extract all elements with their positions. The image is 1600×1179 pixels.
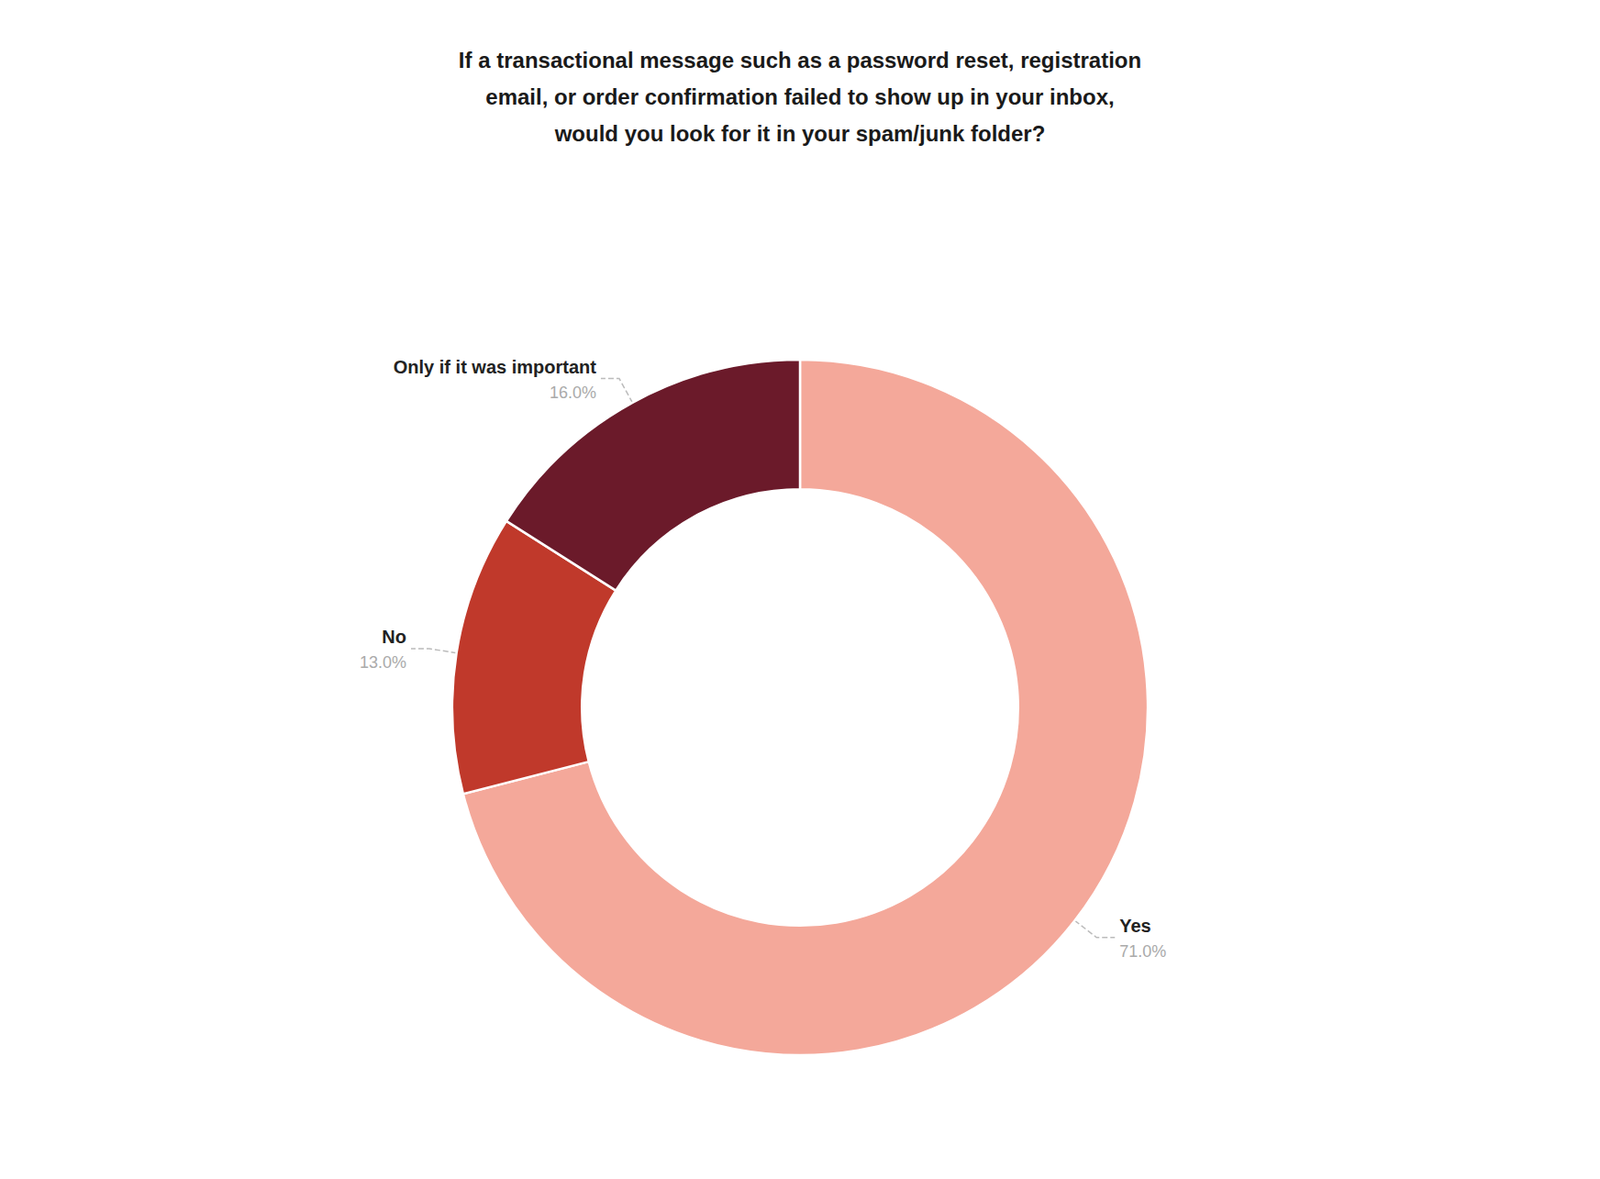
svg-text:Yes: Yes bbox=[1119, 915, 1151, 936]
svg-text:If a transactional message suc: If a transactional message such as a pas… bbox=[458, 47, 1142, 73]
svg-text:16.0%: 16.0% bbox=[549, 383, 597, 402]
svg-text:13.0%: 13.0% bbox=[359, 653, 407, 672]
svg-text:Only if it was important: Only if it was important bbox=[393, 356, 597, 378]
svg-text:would you look for it in your: would you look for it in your spam/junk … bbox=[554, 121, 1046, 146]
svg-text:No: No bbox=[381, 626, 407, 647]
svg-text:71.0%: 71.0% bbox=[1119, 942, 1167, 961]
svg-text:email, or order confirmation f: email, or order confirmation failed to s… bbox=[485, 84, 1114, 110]
